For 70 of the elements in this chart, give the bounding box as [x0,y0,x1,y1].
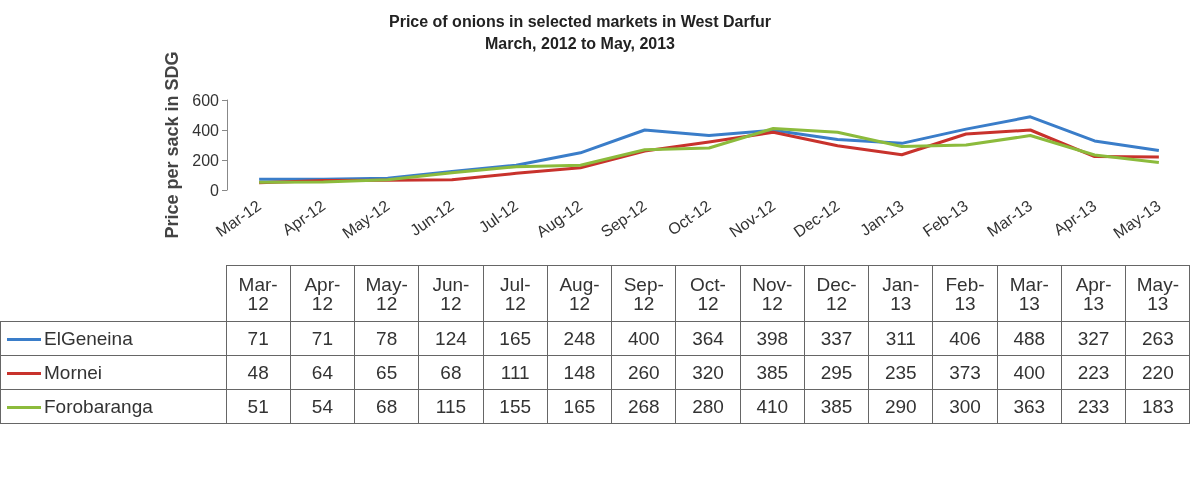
data-label: 148 [547,355,612,390]
data-label: 263 [1125,321,1190,356]
legend-label: Mornei [0,355,226,390]
y-tick-label: 400 [192,121,220,139]
data-label: 223 [1061,355,1126,390]
data-label: 183 [1125,389,1190,424]
category-label: Jul-12 [499,273,531,314]
category-label: Oct-12 [690,273,726,314]
data-label: 364 [675,321,741,356]
data-label: 320 [675,355,741,390]
category-label: Apr-13 [1075,273,1112,314]
data-label: 115 [418,389,484,424]
y-tick-label: 600 [192,91,220,109]
data-label: 235 [868,355,933,390]
data-label: 64 [290,355,355,390]
category-label: Jun-12 [432,273,470,314]
data-label: 373 [932,355,998,390]
category-label: Nov-12 [752,273,793,314]
category-label: Jan-13 [882,273,920,314]
category-label: Mar-12 [238,273,278,314]
data-label: 327 [1061,321,1126,356]
data-label: 124 [418,321,484,356]
data-label: 165 [547,389,612,424]
data-label: 406 [932,321,998,356]
data-label: 400 [997,355,1062,390]
data-label: 280 [675,389,741,424]
category-label: May-13 [1136,273,1179,314]
category-label: May-12 [365,273,408,314]
y-axis-title: Price per sack in SDG [162,51,183,239]
category-label: Apr-12 [304,273,341,314]
data-label: 260 [611,355,676,390]
data-label: 400 [611,321,676,356]
data-label: 233 [1061,389,1126,424]
data-label: 385 [740,355,805,390]
data-label: 68 [418,355,484,390]
data-label: 410 [740,389,805,424]
data-label: 398 [740,321,805,356]
category-label: Mar-13 [1009,273,1049,314]
data-label: 268 [611,389,676,424]
data-label: 48 [226,355,291,390]
category-label: Feb-13 [945,273,985,314]
data-label: 65 [354,355,419,390]
legend-label: Forobaranga [0,389,226,424]
data-label: 78 [354,321,419,356]
legend-label: ElGeneina [0,321,226,356]
data-label: 54 [290,389,355,424]
data-label: 165 [483,321,548,356]
data-label: 51 [226,389,291,424]
data-label: 71 [290,321,355,356]
data-label: 363 [997,389,1062,424]
data-label: 385 [804,389,869,424]
data-label: 295 [804,355,869,390]
data-label: 488 [997,321,1062,356]
data-label: 300 [932,389,998,424]
data-label: 155 [483,389,548,424]
data-label: 68 [354,389,419,424]
category-label: Dec-12 [816,273,857,314]
category-label: Aug-12 [559,273,600,314]
data-label: 220 [1125,355,1190,390]
y-tick-label: 200 [192,151,220,169]
data-label: 71 [226,321,291,356]
data-label: 337 [804,321,869,356]
chart-subtitle: March, 2012 to May, 2013 [484,34,676,52]
data-label: 248 [547,321,612,356]
data-label: 290 [868,389,933,424]
data-label: 111 [483,355,548,390]
y-tick-label: 0 [210,181,220,199]
chart-title: Price of onions in selected markets in West Darfur [388,12,772,30]
category-label: Sep-12 [623,273,664,314]
data-label: 311 [868,321,933,356]
